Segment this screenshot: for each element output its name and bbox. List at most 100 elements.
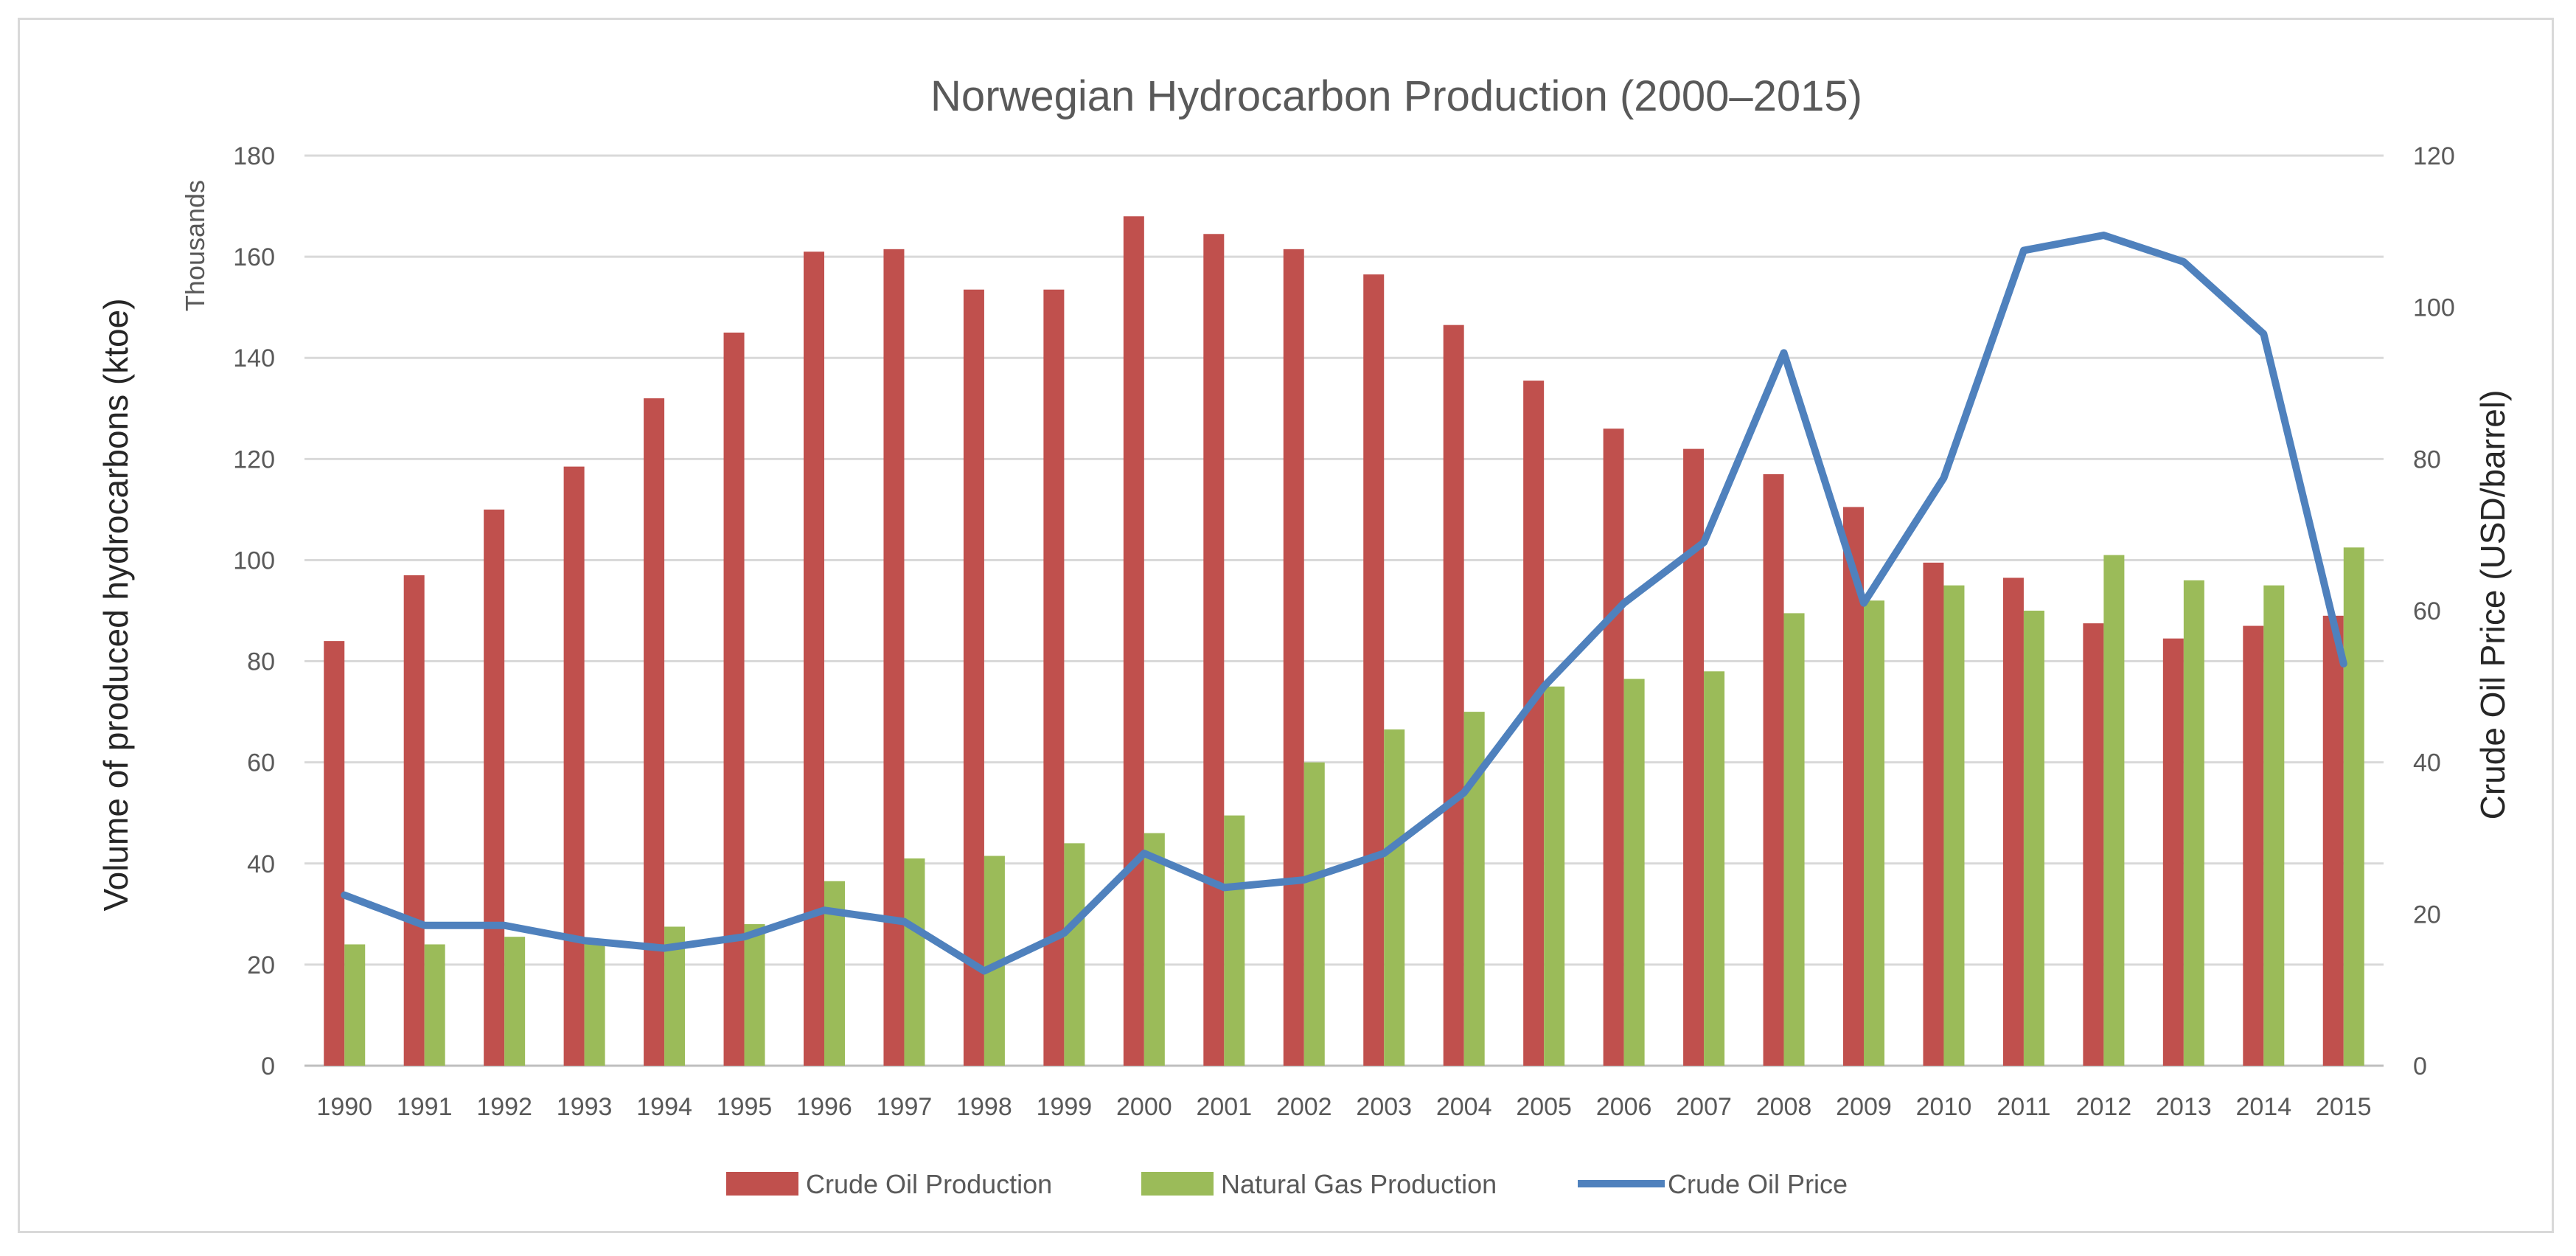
natural-gas-bar	[344, 944, 366, 1066]
crude-oil-bar	[2083, 623, 2104, 1066]
crude-oil-bar	[1523, 381, 1545, 1066]
y2-tick-label: 80	[2413, 445, 2441, 473]
x-tick-label: 2012	[2076, 1093, 2132, 1121]
legend-crude-oil-price: Crude Oil Price	[1578, 1169, 1848, 1199]
gridlines	[304, 154, 2384, 1067]
crude-oil-bar	[804, 251, 824, 1066]
y-tick-label: 80	[247, 648, 275, 676]
crude-oil-bar	[2162, 638, 2184, 1066]
legend-swatch	[726, 1172, 798, 1196]
x-tick-label: 2009	[1836, 1093, 1892, 1121]
crude-oil-bar	[644, 398, 665, 1066]
natural-gas-bar	[504, 937, 526, 1066]
x-tick-label: 2013	[2156, 1093, 2212, 1121]
crude-oil-price-line	[341, 231, 2347, 975]
natural-gas-bar	[2183, 580, 2204, 1066]
natural-gas-bar	[1544, 686, 1565, 1066]
natural-gas-bar	[1943, 585, 1965, 1066]
y-tick-label: 160	[233, 243, 275, 271]
y2-tick-label: 20	[2413, 901, 2441, 929]
y-tick-label: 0	[261, 1052, 275, 1080]
natural-gas-bar	[1704, 671, 1725, 1066]
crude-oil-bar	[963, 289, 984, 1066]
y2-axis-title: Crude Oil Price (USD/barrel)	[2474, 390, 2512, 820]
crude-oil-bar	[1763, 473, 1784, 1066]
y-axis-right-ticks: 0 20 40 60 80 100 120	[2413, 142, 2455, 1080]
legend-natural-gas-production: Natural Gas Production	[1141, 1169, 1497, 1199]
x-tick-label: 2007	[1676, 1093, 1732, 1121]
y-tick-label: 180	[233, 142, 275, 170]
legend-label: Crude Oil Price	[1668, 1169, 1848, 1199]
crude-oil-bar	[2002, 577, 2024, 1066]
y2-tick-label: 60	[2413, 597, 2441, 625]
x-tick-label: 2015	[2316, 1093, 2372, 1121]
x-tick-label: 2006	[1596, 1093, 1652, 1121]
x-tick-label: 2008	[1756, 1093, 1812, 1121]
natural-gas-bar	[744, 924, 765, 1066]
x-tick-label: 2003	[1356, 1093, 1412, 1121]
natural-gas-bar	[1864, 600, 1884, 1066]
crude-oil-bar	[1043, 289, 1065, 1066]
x-tick-label: 1993	[557, 1093, 613, 1121]
x-tick-label: 2005	[1516, 1093, 1572, 1121]
y-axis-units-label: Thousands	[180, 180, 210, 311]
crude-oil-bar	[403, 575, 425, 1066]
x-tick-label: 1994	[636, 1093, 692, 1121]
natural-gas-bar	[2263, 585, 2285, 1066]
natural-gas-bar	[584, 939, 605, 1066]
crude-oil-bar	[563, 466, 585, 1066]
x-tick-label: 1996	[796, 1093, 852, 1121]
chart-title: Norwegian Hydrocarbon Production (2000–2…	[930, 72, 1862, 120]
x-tick-label: 1999	[1037, 1093, 1093, 1121]
y-tick-label: 20	[247, 951, 275, 979]
natural-gas-bar	[1783, 613, 1805, 1066]
crude-oil-bar	[1363, 274, 1385, 1066]
natural-gas-bar	[1623, 679, 1645, 1066]
crude-oil-bar	[1443, 325, 1464, 1066]
x-tick-label: 2002	[1276, 1093, 1332, 1121]
y-tick-label: 100	[233, 547, 275, 575]
natural-gas-bar	[1224, 815, 1245, 1066]
crude-oil-bar	[1923, 562, 1944, 1066]
x-tick-label: 1997	[877, 1093, 933, 1121]
line-series	[341, 231, 2347, 975]
x-tick-label: 1995	[717, 1093, 773, 1121]
crude-oil-bar	[1123, 216, 1144, 1066]
x-tick-label: 2014	[2235, 1093, 2291, 1121]
y-axis-left-ticks: 0 20 40 60 80 100 120 140 160 180	[233, 142, 275, 1080]
natural-gas-bar	[904, 858, 925, 1066]
y-tick-label: 40	[247, 850, 275, 878]
legend-crude-oil-production: Crude Oil Production	[726, 1169, 1052, 1199]
legend: Crude Oil Production Natural Gas Producti…	[726, 1169, 1848, 1199]
natural-gas-bar	[424, 944, 445, 1066]
crude-oil-bar	[2322, 615, 2344, 1066]
legend-swatch	[1141, 1172, 1214, 1196]
crude-oil-bar	[1283, 249, 1304, 1066]
x-tick-label: 1992	[476, 1093, 532, 1121]
natural-gas-bar	[1064, 843, 1085, 1066]
x-tick-label: 1991	[397, 1093, 453, 1121]
y2-tick-label: 100	[2413, 294, 2455, 322]
x-tick-label: 2000	[1116, 1093, 1172, 1121]
crude-oil-bar	[1203, 234, 1225, 1066]
y-tick-label: 60	[247, 749, 275, 777]
x-axis-ticks: 1990 1991 1992 1993 1994 1995 1996 1997 1998 1999…	[316, 1093, 2371, 1121]
natural-gas-bar	[2343, 547, 2364, 1066]
x-tick-label: 2011	[1997, 1093, 2050, 1121]
x-tick-label: 1998	[956, 1093, 1012, 1121]
natural-gas-bar	[2103, 555, 2125, 1066]
crude-oil-bar	[484, 509, 505, 1066]
crude-oil-bar	[2243, 625, 2264, 1066]
legend-label: Natural Gas Production	[1221, 1169, 1497, 1199]
x-tick-label: 2004	[1436, 1093, 1492, 1121]
x-tick-label: 1990	[316, 1093, 372, 1121]
y-tick-label: 120	[233, 445, 275, 473]
legend-label: Crude Oil Production	[806, 1169, 1052, 1199]
x-tick-label: 2001	[1196, 1093, 1252, 1121]
crude-oil-bar	[723, 332, 745, 1066]
y2-tick-label: 120	[2413, 142, 2455, 170]
bar-series	[324, 216, 2364, 1066]
crude-oil-bar	[324, 641, 345, 1066]
natural-gas-bar	[1143, 833, 1165, 1066]
